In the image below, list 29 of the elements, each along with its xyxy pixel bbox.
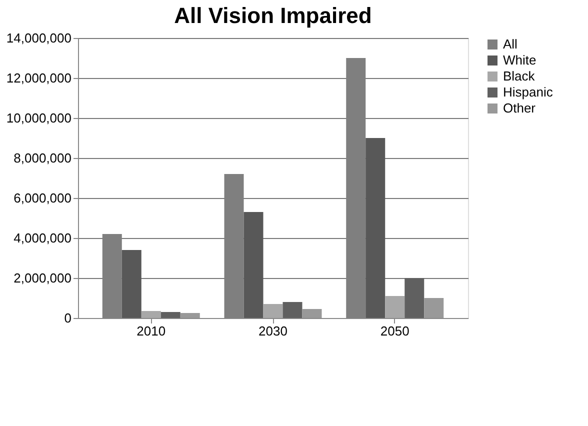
legend-label: All (503, 36, 518, 52)
legend-label: White (503, 52, 536, 68)
bar (244, 212, 264, 318)
bar (424, 298, 444, 318)
legend-label: Hispanic (503, 84, 554, 100)
bar (282, 302, 302, 318)
y-tick-label: 6,000,000 (14, 190, 72, 206)
bar (385, 296, 405, 318)
legend-label: Black (503, 68, 536, 84)
chart-title: All Vision Impaired (174, 3, 372, 28)
y-tick-label: 10,000,000 (6, 110, 72, 126)
x-tick-label: 2030 (258, 324, 288, 338)
bar (180, 313, 200, 318)
legend-label: Other (503, 100, 536, 116)
y-tick-label: 12,000,000 (6, 70, 72, 86)
y-tick-label: 2,000,000 (14, 270, 72, 286)
y-tick-label: 8,000,000 (14, 150, 72, 166)
y-tick-label: 4,000,000 (14, 230, 72, 246)
bar (141, 311, 161, 318)
bar (366, 138, 386, 318)
x-tick-label: 2010 (136, 324, 166, 338)
y-tick-label: 14,000,000 (6, 30, 72, 46)
bar (122, 250, 142, 318)
x-tick-label: 2050 (380, 324, 410, 338)
bar (302, 309, 322, 318)
bar (160, 312, 180, 318)
bar (404, 278, 424, 318)
bar (263, 304, 283, 318)
y-tick-label: 0 (64, 310, 72, 326)
